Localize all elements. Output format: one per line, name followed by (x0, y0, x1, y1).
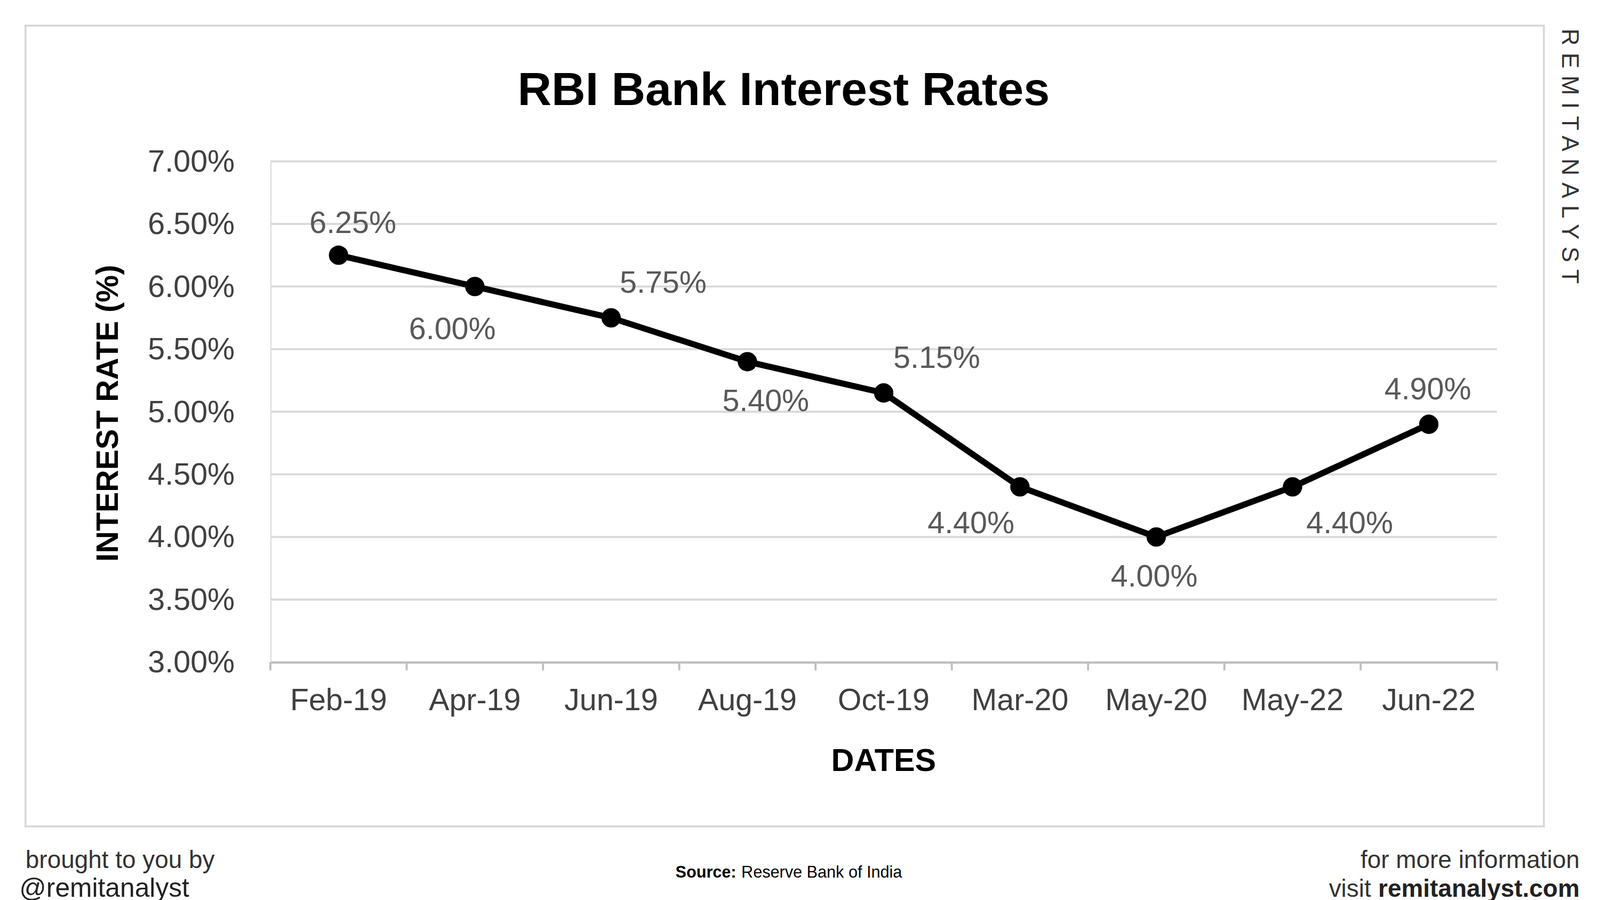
data-point (1282, 477, 1302, 497)
y-tick: 6.50% (147, 206, 271, 241)
x-tick: Jun-22 (1381, 662, 1476, 717)
x-tick: Feb-19 (290, 662, 388, 717)
footer-brought-by: brought to you by (25, 845, 215, 874)
data-point (1419, 414, 1439, 435)
x-tick: Oct-19 (837, 662, 930, 717)
grid-line (270, 598, 1498, 602)
grid-line (270, 160, 1498, 163)
grid-line (270, 410, 1498, 413)
x-tick: Mar-20 (971, 662, 1069, 717)
grid (270, 161, 1498, 663)
y-tick-label: 5.00% (147, 394, 235, 429)
data-line (338, 255, 1429, 538)
data-point (329, 245, 349, 266)
x-tick: Jun-19 (564, 662, 658, 717)
y-tick: 5.50% (147, 331, 271, 366)
x-tick-label: May-22 (1241, 682, 1344, 717)
y-tick-label: 4.50% (147, 457, 235, 492)
x-tick-label: Mar-20 (971, 682, 1069, 717)
data-label: 5.15% (893, 340, 981, 375)
y-tick-label: 3.50% (147, 582, 235, 617)
data-label: 4.90% (1384, 371, 1472, 406)
data-point (874, 383, 894, 403)
footer-source: Source:Reserve Bank of India (675, 862, 903, 882)
y-tick-label: 6.50% (147, 206, 235, 241)
footer-handle: @remitanalyst (19, 873, 190, 900)
x-tick-separator (405, 662, 408, 671)
x-tick-label: Aug-19 (698, 682, 797, 717)
x-tick-separator (1086, 662, 1090, 671)
chart-frame (25, 25, 1544, 827)
y-tick: 5.00% (147, 394, 271, 429)
y-tick-label: 7.00% (147, 144, 235, 179)
footer-visit-word: visit (1329, 874, 1372, 900)
y-tick: 6.00% (147, 269, 271, 304)
data-labels: 6.25% 6.00% 5.75% 5.40% 5.15% 4.40% 4.00% 4.40%… (309, 205, 1471, 593)
data-label: 5.40% (722, 383, 810, 418)
x-axis: Feb-19 Apr-19 Jun-19 Aug-19 Oct-19 Mar-20 May-… (270, 662, 1498, 717)
data-point (465, 276, 485, 296)
x-tick: Apr-19 (428, 662, 521, 717)
x-tick: May-20 (1105, 662, 1207, 717)
y-tick: 4.50% (147, 457, 271, 492)
y-tick-label: 5.50% (147, 331, 235, 366)
y-tick-label: 3.00% (147, 644, 235, 679)
y-tick-label: 6.00% (147, 269, 235, 304)
x-axis-line (270, 661, 1498, 664)
y-tick: 3.00% (147, 644, 271, 679)
y-axis-title: INTEREST RATE (%) (90, 265, 125, 563)
y-tick-label: 4.00% (147, 519, 235, 554)
x-tick-label: Jun-19 (564, 682, 658, 717)
data-point (601, 308, 621, 328)
chart-svg: RBI Bank Interest Rates 3.00% 3.50% 4.00% 4.… (0, 0, 1600, 900)
x-tick-separator (678, 662, 681, 671)
y-axis-line (270, 162, 272, 663)
x-tick-label: May-20 (1105, 682, 1207, 717)
data-label: 5.75% (619, 265, 707, 300)
y-tick: 7.00% (147, 144, 271, 179)
grid-line (270, 222, 1498, 226)
y-tick: 4.00% (147, 519, 271, 554)
data-label: 4.00% (1110, 558, 1198, 594)
x-tick: Aug-19 (698, 662, 797, 717)
footer-info: for more information (1360, 845, 1580, 874)
x-tick: May-22 (1241, 662, 1344, 717)
x-tick-label: Jun-22 (1381, 682, 1476, 717)
x-tick-separator (1496, 662, 1499, 671)
x-tick-separator (541, 662, 544, 671)
background (0, 0, 1600, 900)
y-axis: 3.00% 3.50% 4.00% 4.50% 5.00% 5.50% 6.00% 6.50%… (147, 144, 271, 679)
data-point (737, 352, 757, 372)
x-tick-label: Apr-19 (428, 682, 521, 717)
watermark: REMITANALYST (1557, 28, 1584, 292)
chart-title: RBI Bank Interest Rates (517, 62, 1051, 116)
x-tick-separator (814, 662, 817, 671)
x-tick-label: Oct-19 (837, 682, 930, 717)
grid-line (270, 348, 1498, 351)
x-tick-separator (1359, 662, 1362, 671)
data-label: 4.40% (1306, 505, 1394, 540)
footer-source-label: Source: (675, 862, 737, 882)
footer-site: remitanalyst.com (1378, 874, 1580, 900)
y-tick: 3.50% (147, 582, 271, 617)
footer-visit: visitremitanalyst.com (1329, 874, 1580, 900)
data-label: 4.40% (927, 505, 1015, 540)
data-point (1146, 527, 1166, 547)
footer-source-name: Reserve Bank of India (741, 862, 903, 882)
plot-area (329, 245, 1439, 548)
data-label: 6.25% (309, 205, 397, 240)
grid-line (270, 285, 1498, 288)
x-tick-label: Feb-19 (290, 682, 388, 717)
x-tick-separator (1223, 662, 1226, 671)
x-tick-separator (950, 662, 954, 671)
grid-line (270, 661, 1498, 664)
x-tick-separator (269, 662, 272, 671)
data-label: 6.00% (409, 311, 496, 346)
data-point (1010, 477, 1030, 497)
x-axis-title: DATES (831, 742, 937, 779)
